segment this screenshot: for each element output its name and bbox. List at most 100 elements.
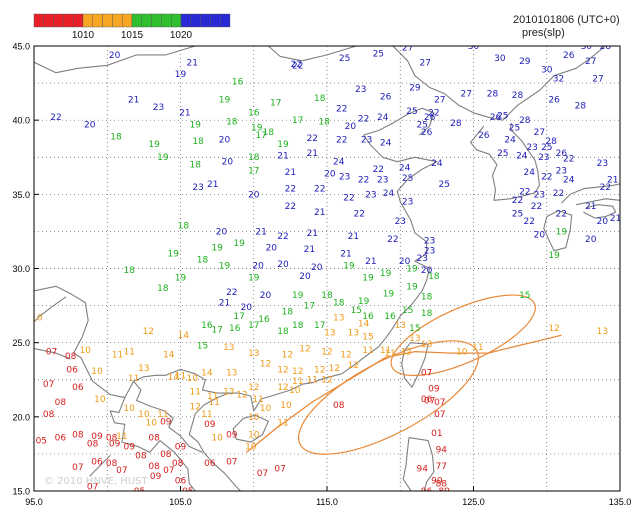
y-tick-label: 35.0 [12,190,30,200]
station-value: 23 [355,85,366,95]
station-value: 07 [43,380,54,390]
station-value: 18 [421,293,433,303]
station-value: 09 [150,472,162,482]
station-value: 11 [207,392,218,402]
station-value: 20 [84,121,96,131]
station-value: 10 [456,348,468,358]
station-value: 18 [157,284,169,294]
station-value: 21 [365,257,376,267]
station-value: 09 [428,385,440,395]
station-value: 24 [523,168,535,178]
y-tick-label: 30.0 [12,264,30,274]
station-value: 11 [472,343,483,353]
coastline [268,46,357,62]
station-value: 24 [516,152,528,162]
uncertainty-ellipse [298,340,480,455]
station-value: 24 [399,164,411,174]
timestamp-label: 2010101806 (UTC+0) [513,14,620,26]
coastline [489,122,540,201]
station-value: 25 [497,112,508,122]
station-value: 20 [241,303,253,313]
station-value: 20 [421,266,433,276]
station-value: 19 [362,273,374,283]
station-value: 10 [123,404,135,414]
station-value: 23 [526,143,537,153]
station-value: 11 [112,351,123,361]
station-value: 23 [424,247,435,257]
station-value: 08 [55,398,67,408]
station-value: 10 [186,374,198,384]
station-value: 17 [292,116,303,126]
station-value: 30 [494,54,506,64]
station-value: 12 [248,383,259,393]
station-value: 94 [416,465,428,475]
station-value: 20 [222,158,234,168]
station-value: 15 [362,333,373,343]
coastline [363,107,435,136]
station-value: 22 [285,184,296,194]
station-value: 10 [211,434,223,444]
station-value: 16 [232,78,244,88]
station-value: 26 [478,131,490,141]
station-value: 20 [248,190,260,200]
station-value: 07 [257,469,268,479]
station-value: 18 [321,291,333,301]
station-value: 23 [192,183,203,193]
variable-label: pres(slp) [522,27,565,39]
y-tick-label: 15.0 [12,487,30,497]
station-value: 11 [128,374,139,384]
station-value: 22 [563,155,574,165]
station-value: 12 [548,324,559,334]
station-value: 21 [277,152,288,162]
station-value: 15 [519,291,530,301]
station-value: 11 [208,398,219,408]
map-axes: 95.0 105.0 115.0 125.0 135.0 15.0 20.0 25.0 30.0… [12,42,631,508]
station-value: 23 [339,173,350,183]
station-value: 10 [245,443,257,453]
station-value: 09 [160,417,172,427]
station-value: 18 [318,118,330,128]
colorbar-cell [200,13,211,28]
station-value: 10 [91,367,103,377]
station-value: 27 [585,57,596,67]
station-value: 12 [277,365,288,375]
station-value: 21 [610,214,621,224]
station-value: 18 [282,308,294,318]
station-value: 13 [324,328,335,338]
station-value: 07 [116,466,127,476]
station-value: 18 [123,266,135,276]
station-value: 30 [541,66,553,76]
station-value: 26 [563,51,575,61]
station-value: 22 [512,196,523,206]
colorbar-cell [112,13,123,28]
station-value: 20 [399,257,411,267]
station-value: 18 [277,327,289,337]
station-value: 18 [292,321,304,331]
station-value: 10 [145,419,157,429]
station-value: 24 [431,159,443,169]
station-value: 20 [219,135,231,145]
station-value: 20 [311,263,323,273]
station-value: 20 [345,122,357,132]
station-value: 26 [490,113,502,123]
station-value: 22 [358,115,369,125]
station-value: 11 [307,376,318,386]
station-value: 10 [94,395,106,405]
colorbar-cell [72,13,84,28]
station-value: 28 [450,119,462,129]
station-value: 19 [358,297,370,307]
station-value: 13 [248,349,259,359]
station-value: 21 [307,149,318,159]
station-value: 19 [148,140,160,150]
station-value: 11 [362,346,373,356]
station-value: 22 [519,187,530,197]
track-line [245,334,562,453]
station-value: 09 [91,432,103,442]
station-value: 20 [597,217,609,227]
station-value: 23 [153,103,164,113]
colorbar-tick-label: 1020 [170,30,193,41]
station-value: 27 [460,89,471,99]
colorbar-cell [53,13,64,28]
station-value: 13 [333,313,344,323]
